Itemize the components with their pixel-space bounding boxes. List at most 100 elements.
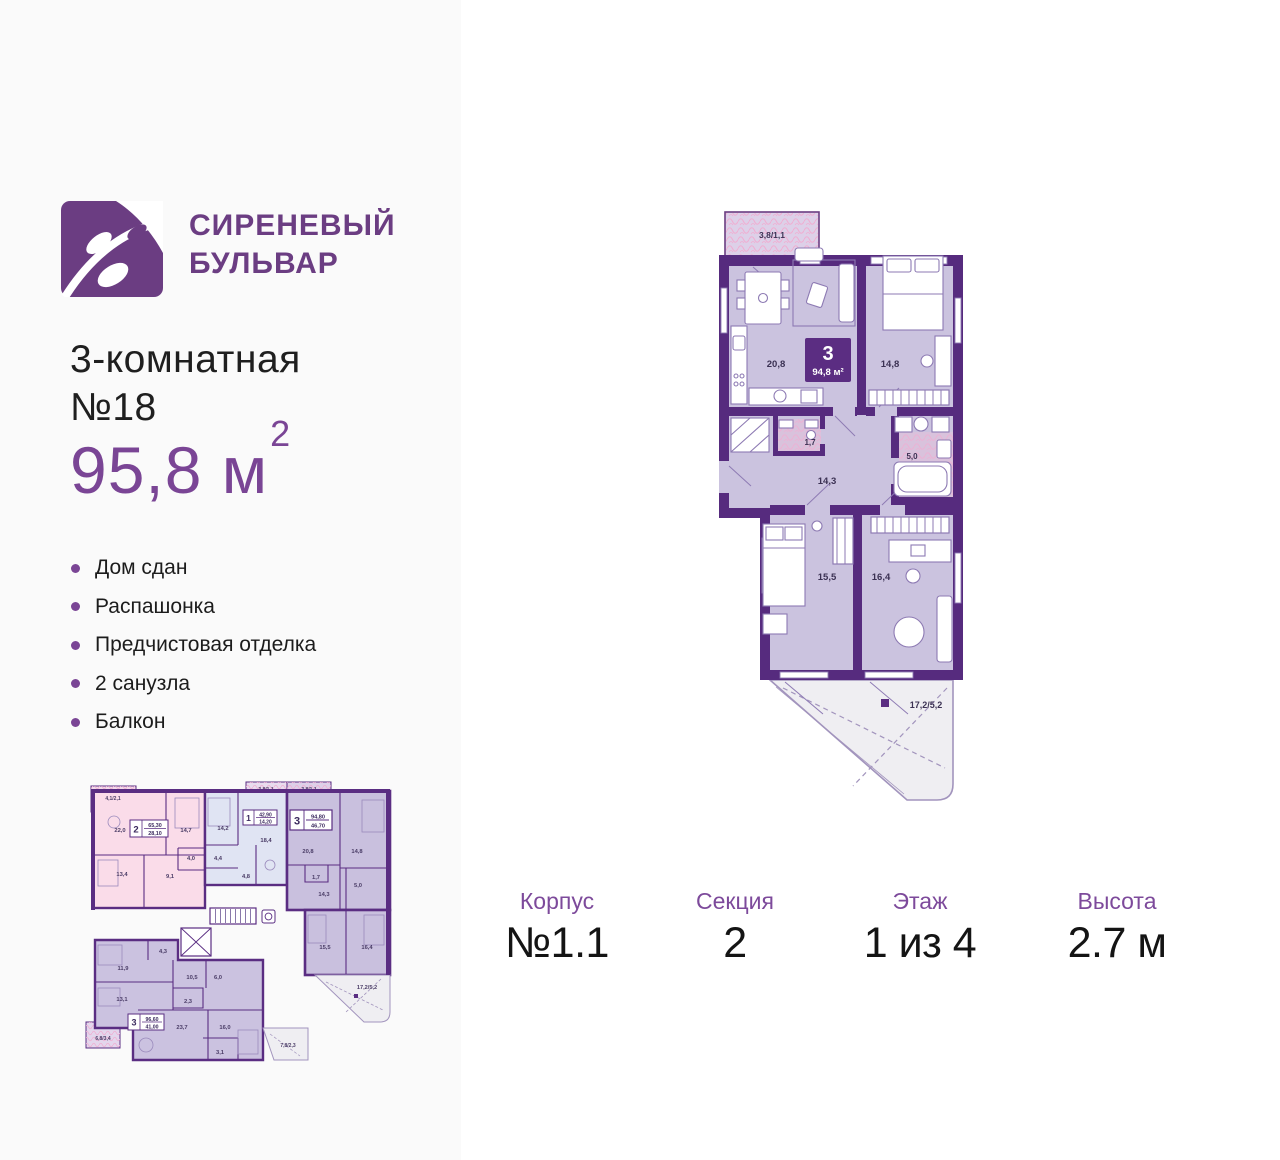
floor-common-core (180, 907, 276, 957)
apt2-room-label: 9,1 (166, 874, 175, 880)
floor-outer-walls (91, 789, 390, 975)
apt3b-room-label: 11,9 (118, 966, 130, 972)
apt1-room-label: 4,4 (214, 856, 223, 862)
apt3b-room-label: 23,7 (176, 1025, 187, 1031)
room-label-bedroom1: 14,8 (881, 359, 900, 370)
plan-room-labels: 20,8 14,8 1,7 14,3 5,0 15,5 16,4 (767, 359, 918, 583)
room-label-bedroom3: 16,4 (872, 572, 891, 583)
area-value: 95,8 м (70, 433, 269, 507)
apt1-area-living: 14,20 (259, 820, 272, 826)
detail-label: Корпус (519, 888, 595, 914)
apt3-terrace-label: 17,2/5,2 (357, 985, 377, 991)
feature-item: Предчистовая отделка (71, 626, 316, 665)
apt3b-room-label: 3,1 (216, 1050, 225, 1056)
bullet-icon (71, 679, 80, 689)
apt3-room-label: 14,8 (351, 849, 363, 855)
detail-etazh: Этаж 1 из 4 (815, 888, 1025, 968)
area-superscript: 2 (270, 413, 292, 454)
apt1-room-label: 18,4 (260, 838, 272, 844)
detail-value: 1 из 4 (863, 919, 977, 967)
apt3-room-label: 20,8 (302, 849, 314, 855)
room-label-hall: 14,3 (818, 476, 837, 487)
apt3b-terrace-label: 7,8/2,3 (280, 1043, 296, 1049)
apt3b-room-label: 2,3 (184, 999, 193, 1005)
detail-label: Высота (1077, 888, 1157, 914)
apt3-terrace: 17,2/5,2 (313, 974, 391, 1023)
apt3b-terrace: 7,8/2,3 (262, 1027, 309, 1061)
plan-furniture (730, 247, 953, 663)
apt1-room-label: 4,8 (242, 874, 251, 880)
room-label-balcony: 3,8/1,1 (759, 230, 785, 240)
apt3-chip: 3 94,80 46,70 (289, 809, 333, 831)
detail-korpus: Корпус №1.1 (452, 888, 662, 968)
apt2-room-label: 13,4 (116, 872, 128, 878)
bullet-icon (71, 717, 80, 727)
title-rooms: 3-комнатная (70, 338, 301, 381)
apt3b-number: 3 (131, 1018, 136, 1028)
apt3b-balcony-label: 6,8/3,4 (95, 1036, 111, 1042)
badge-rooms: 3 (822, 343, 833, 365)
detail-label: Секция (696, 888, 774, 914)
feature-label: Предчистовая отделка (95, 633, 317, 657)
apt3b-room-label: 10,5 (186, 975, 198, 981)
apt1-area-total: 42,90 (259, 813, 272, 819)
apt2-balcony-label: 4,1/2,1 (105, 796, 121, 802)
page-title: 3-комнатная №18 (70, 336, 301, 432)
bullet-icon (71, 602, 80, 612)
brand-name: СИРЕНЕВЫЙ БУЛЬВАР (189, 207, 396, 283)
apt2-area-living: 28,10 (148, 831, 162, 837)
apt2-chip: 2 65,30 28,10 (129, 819, 169, 838)
apt2-number: 2 (133, 825, 138, 836)
feature-item: Распашонка (71, 588, 316, 627)
apt3b-room-label: 13,1 (116, 997, 128, 1003)
apt3b-room-label: 16,0 (219, 1025, 230, 1031)
apt2-room-label: 22,0 (114, 828, 125, 834)
plan-terrace: 17,2/5,2 (767, 679, 954, 801)
apt3-room-label: 1,7 (312, 875, 320, 881)
feature-label: 2 санузла (95, 671, 191, 695)
feature-item: Дом сдан (71, 549, 316, 588)
apt3-room-label: 14,3 (318, 892, 330, 898)
brand-logo-icon (61, 201, 165, 300)
apt2-area-total: 65,30 (148, 823, 162, 829)
title-number: №18 (70, 386, 157, 429)
apt3-room-label: 16,4 (361, 945, 373, 951)
apt2-room-label: 4,0 (187, 856, 195, 862)
brand-name-line1: СИРЕНЕВЫЙ (189, 209, 396, 242)
detail-value: 2.7 м (1067, 919, 1167, 967)
apt3-room-label: 5,0 (354, 883, 362, 889)
brand-name-line2: БУЛЬВАР (189, 247, 339, 280)
floor-overview-plan: 4,1/2,1 22,0 14,7 13,4 9,1 4,0 2 65,30 2… (78, 760, 398, 1070)
detail-value: №1.1 (505, 919, 609, 967)
feature-label: Распашонка (95, 594, 215, 618)
room-label-terrace: 17,2/5,2 (910, 700, 943, 710)
feature-item: Балкон (71, 703, 316, 742)
feature-list: Дом сдан Распашонка Предчистовая отделка… (71, 549, 316, 742)
apt3b-area-total: 96,60 (146, 1017, 159, 1023)
feature-item: 2 санузла (71, 665, 316, 704)
apt1-number: 1 (246, 813, 251, 823)
apartment-floor-plan: 3,8/1,1 17,2/5,2 (705, 208, 965, 813)
apt3b-area-living: 41,00 (146, 1025, 159, 1031)
apt1-chip: 1 42,90 14,20 (242, 809, 278, 826)
apt3-number: 3 (294, 816, 300, 828)
room-label-kitchen-living: 20,8 (767, 359, 786, 370)
details-bar: Корпус №1.1 Секция 2 Этаж 1 из 4 Высота … (0, 888, 1280, 968)
floor-apartment-3-highlighted: 3,8/1,1 20,8 14,8 1,7 5,0 14,3 15,5 16,4… (285, 781, 392, 1023)
detail-label: Этаж (892, 888, 948, 914)
apartment-area: 95,8 м2 (70, 413, 290, 508)
bullet-icon (71, 640, 80, 650)
room-label-bedroom2: 15,5 (818, 572, 837, 583)
apt3-area-living: 46,70 (311, 824, 325, 830)
floor-apartment-1: 3,8/1,1 14,2 18,4 4,4 4,8 1 42,90 14,20 (203, 781, 289, 887)
feature-label: Балкон (95, 710, 166, 734)
floor-apartment-3-bottom: 6,8/3,4 11,9 13,1 4,3 10,5 6,0 2,3 23,7 … (85, 938, 309, 1062)
room-label-wc: 1,7 (804, 438, 816, 447)
badge-area: 94,8 м² (812, 367, 843, 378)
apt3-room-label: 15,5 (319, 945, 331, 951)
apt3-area-total: 94,80 (311, 815, 325, 821)
apt3b-room-label: 6,0 (214, 975, 222, 981)
apt3b-chip: 3 96,60 41,00 (127, 1013, 165, 1031)
detail-vysota: Высота 2.7 м (1012, 888, 1222, 968)
detail-sekciya: Секция 2 (630, 888, 840, 968)
